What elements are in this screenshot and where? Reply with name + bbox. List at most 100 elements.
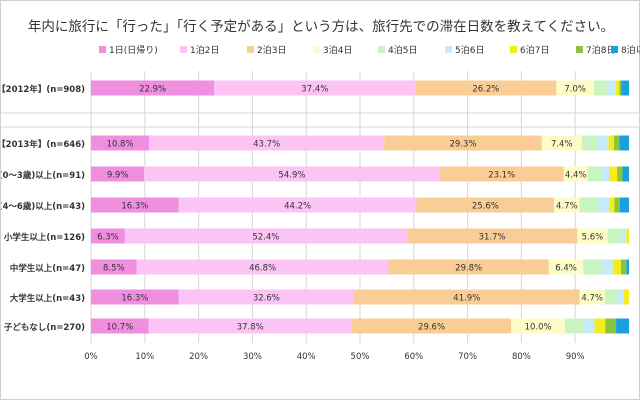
bar-segment bbox=[178, 289, 355, 305]
data-label: 7.0% bbox=[564, 85, 586, 95]
data-label: 4.7% bbox=[556, 202, 578, 212]
bar-segment bbox=[415, 80, 557, 96]
data-label: 8.5% bbox=[103, 264, 125, 274]
x-tick-label: 40% bbox=[297, 352, 316, 362]
bar-segment bbox=[136, 259, 389, 275]
bar-segment bbox=[619, 80, 622, 96]
data-label: 10.7% bbox=[106, 323, 133, 333]
bar-segment bbox=[388, 259, 549, 275]
legend-swatch bbox=[313, 46, 320, 53]
bar-segment bbox=[620, 259, 627, 275]
x-tick-label: 10% bbox=[135, 352, 154, 362]
bar-segment bbox=[604, 289, 619, 305]
bar-segment bbox=[579, 197, 599, 213]
data-label: 43.7% bbox=[253, 140, 280, 150]
bar-segment bbox=[601, 166, 610, 182]
bar-segment bbox=[607, 80, 616, 96]
bar-segment bbox=[91, 228, 125, 244]
bar-segment bbox=[577, 228, 608, 244]
data-label: 29.6% bbox=[418, 323, 445, 333]
data-label: 26.2% bbox=[472, 85, 499, 95]
category-label: 子どもなし(n=270) bbox=[4, 322, 85, 333]
legend-swatch bbox=[611, 46, 618, 53]
legend-swatch bbox=[180, 46, 187, 53]
bar-segment bbox=[598, 197, 610, 213]
bar-segment bbox=[406, 228, 578, 244]
bar-segment bbox=[620, 228, 627, 244]
bar-segment bbox=[214, 80, 416, 96]
bar-segment bbox=[605, 318, 617, 334]
data-label: 29.8% bbox=[455, 264, 482, 274]
bar-segment bbox=[548, 259, 584, 275]
data-label: 37.4% bbox=[301, 85, 328, 95]
legend-swatch bbox=[510, 46, 517, 53]
data-label: 4.7% bbox=[581, 294, 603, 304]
data-label: 31.7% bbox=[479, 233, 506, 243]
bar-segment bbox=[563, 166, 588, 182]
bar-segment bbox=[608, 135, 614, 151]
data-label: 32.6% bbox=[253, 294, 280, 304]
data-label: 10.8% bbox=[107, 140, 134, 150]
bar-segment bbox=[614, 197, 620, 213]
legend-label: 8泊以上 bbox=[621, 45, 640, 56]
legend-label: 1泊2日 bbox=[190, 45, 219, 56]
bar-segment bbox=[351, 318, 512, 334]
data-label: 5.6% bbox=[582, 233, 604, 243]
category-label: 中学生以上(n=47) bbox=[10, 263, 85, 274]
bar-segment bbox=[554, 197, 580, 213]
category-label: 年【2013年】(n=646) bbox=[1, 139, 85, 150]
data-label: 4.4% bbox=[565, 171, 587, 181]
category-label: (4〜6歳)以上(n=43) bbox=[1, 201, 85, 212]
data-label: 46.8% bbox=[249, 264, 276, 274]
bar-segment bbox=[622, 166, 629, 182]
bar-segment bbox=[602, 259, 613, 275]
bar-segment bbox=[583, 318, 595, 334]
bar-segment bbox=[616, 318, 629, 334]
bar-segment bbox=[623, 289, 629, 305]
bar-segment bbox=[621, 80, 629, 96]
data-label: 16.3% bbox=[121, 294, 148, 304]
x-tick-label: 50% bbox=[351, 352, 370, 362]
legend-swatch bbox=[247, 46, 254, 53]
legend-label: 7泊8日 bbox=[586, 45, 615, 56]
bar-segment bbox=[619, 197, 629, 213]
data-label: 29.3% bbox=[450, 140, 477, 150]
data-label: 6.3% bbox=[97, 233, 119, 243]
bar-segment bbox=[354, 289, 580, 305]
data-label: 52.4% bbox=[252, 233, 279, 243]
data-label: 25.6% bbox=[472, 202, 499, 212]
bar-segment bbox=[626, 228, 629, 244]
bar-segment bbox=[384, 135, 542, 151]
data-label: 16.3% bbox=[121, 202, 148, 212]
bar-segment bbox=[581, 135, 598, 151]
category-label: 年【2012年】(n=908) bbox=[1, 84, 85, 95]
bar-segment bbox=[149, 135, 385, 151]
x-tick-label: 0% bbox=[84, 352, 98, 362]
bar-segment bbox=[583, 259, 603, 275]
bar-segment bbox=[597, 135, 609, 151]
bar-segment bbox=[416, 197, 555, 213]
bar-segment bbox=[564, 318, 584, 334]
data-label: 22.9% bbox=[139, 85, 166, 95]
bar-segment bbox=[91, 197, 179, 213]
legend-label: 6泊7日 bbox=[520, 45, 549, 56]
legend-swatch bbox=[445, 46, 452, 53]
x-tick-label: 20% bbox=[189, 352, 208, 362]
bar-segment bbox=[124, 228, 407, 244]
legend-swatch bbox=[378, 46, 385, 53]
legend-label: 2泊3日 bbox=[257, 45, 286, 56]
bar-segment bbox=[148, 318, 352, 334]
bar-segment bbox=[615, 80, 620, 96]
bar-segment bbox=[91, 318, 149, 334]
category-label: (0〜3歳)以上(n=91) bbox=[1, 170, 85, 181]
chart-title: 年内に旅行に「行った」「行く予定がある」という方は、旅行先での滞在日数を教えてく… bbox=[27, 19, 615, 35]
bar-segment bbox=[541, 135, 582, 151]
bar-segment bbox=[617, 166, 623, 182]
bar-segment bbox=[626, 259, 629, 275]
legend-label: 1日(日帰り) bbox=[109, 44, 158, 56]
legend-label: 4泊5日 bbox=[388, 45, 417, 56]
x-tick-label: 90% bbox=[566, 352, 585, 362]
bar-segment bbox=[609, 166, 618, 182]
legend-swatch bbox=[576, 46, 583, 53]
